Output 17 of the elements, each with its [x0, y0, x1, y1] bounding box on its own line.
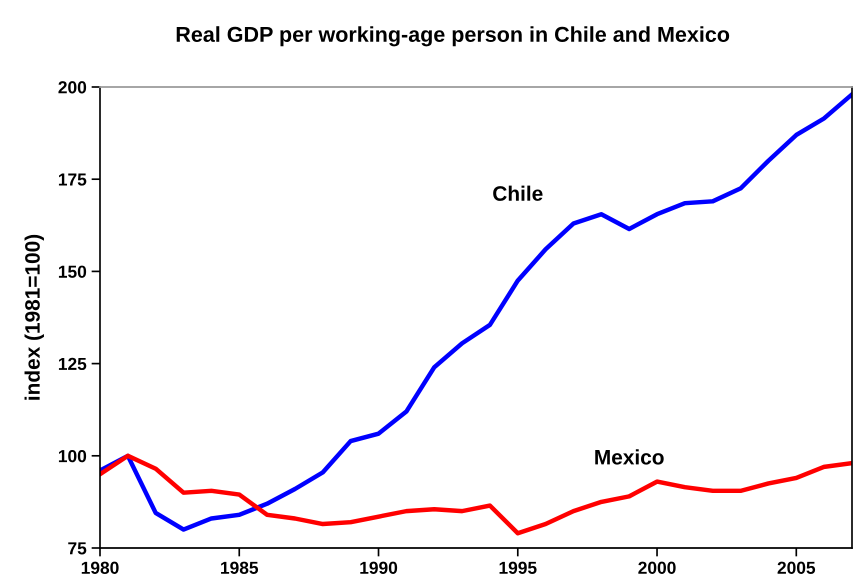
y-tick-label: 200 — [58, 81, 86, 94]
x-tick-label: 2000 — [638, 562, 676, 574]
series-label: Chile — [493, 186, 543, 201]
series-label: Mexico — [595, 449, 664, 465]
y-tick-label: 100 — [58, 450, 86, 462]
y-tick-label: 175 — [58, 174, 86, 186]
y-tick-label: 125 — [58, 358, 86, 370]
x-tick-label: 1995 — [500, 562, 537, 574]
x-tick-label: 1990 — [360, 562, 398, 574]
x-tick-label: 1980 — [82, 562, 119, 574]
y-tick-label: 75 — [68, 542, 86, 554]
y-axis-title: index (1981=100) — [24, 234, 44, 400]
line-series — [100, 92, 852, 532]
y-tick-label: 150 — [58, 266, 86, 278]
x-tick-label: 2005 — [778, 562, 816, 574]
x-tick-label: 1985 — [221, 562, 258, 574]
chart-title: Real GDP per working-age person in Chile and Mexico — [176, 26, 730, 46]
